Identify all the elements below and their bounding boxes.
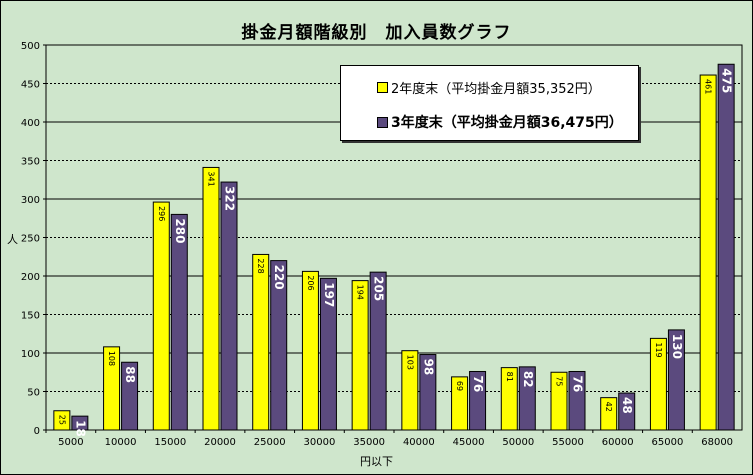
bar-series-1 bbox=[152, 201, 170, 431]
data-label-series-2: 130 bbox=[670, 334, 684, 359]
y-tick-label: 250 bbox=[21, 234, 40, 245]
x-tick-label: 65000 bbox=[652, 437, 684, 448]
data-label-series-2: 88 bbox=[123, 366, 137, 383]
data-label-series-2: 76 bbox=[571, 375, 585, 392]
x-tick-label: 60000 bbox=[602, 437, 634, 448]
x-tick-label: 20000 bbox=[204, 437, 236, 448]
legend-item-series-1: 2年度末（平均掛金月額35,352円） bbox=[377, 78, 601, 97]
x-tick-label: 25000 bbox=[254, 437, 286, 448]
data-label-series-2: 82 bbox=[521, 371, 535, 388]
legend-swatch-series-2 bbox=[377, 116, 388, 128]
data-label-series-2: 48 bbox=[620, 397, 634, 414]
data-label-series-1: 296 bbox=[157, 206, 166, 221]
bar-series-1 bbox=[252, 253, 270, 431]
x-tick-label: 50000 bbox=[502, 437, 534, 448]
legend-swatch-series-1 bbox=[377, 81, 388, 93]
data-label-series-1: 75 bbox=[555, 376, 564, 386]
bar-series-2 bbox=[170, 213, 188, 431]
x-tick-label: 68000 bbox=[701, 437, 733, 448]
bar-series-2 bbox=[220, 181, 238, 431]
bar-series-2 bbox=[319, 277, 337, 431]
data-label-series-1: 25 bbox=[57, 415, 66, 425]
data-label-series-1: 206 bbox=[306, 275, 315, 290]
bar-series-1 bbox=[103, 346, 121, 431]
data-label-series-2: 475 bbox=[720, 68, 734, 93]
y-tick-label: 450 bbox=[21, 80, 40, 91]
y-tick-label: 150 bbox=[21, 311, 40, 322]
bar-series-1 bbox=[53, 410, 71, 431]
bar-series-1 bbox=[202, 166, 220, 431]
y-axis-label: 人 bbox=[7, 233, 18, 246]
data-label-series-1: 194 bbox=[356, 285, 365, 300]
y-tick-label: 400 bbox=[21, 118, 40, 129]
bar-series-2 bbox=[369, 271, 387, 431]
y-tick-label: 100 bbox=[21, 349, 40, 360]
bar-series-2 bbox=[270, 260, 288, 431]
x-tick-label: 45000 bbox=[453, 437, 485, 448]
x-tick-label: 10000 bbox=[105, 437, 137, 448]
bar-series-1 bbox=[649, 337, 667, 431]
data-label-series-1: 119 bbox=[654, 342, 663, 357]
x-tick-label: 30000 bbox=[304, 437, 336, 448]
data-label-series-2: 98 bbox=[421, 359, 435, 376]
y-tick-label: 350 bbox=[21, 157, 40, 168]
x-axis-label: 円以下 bbox=[360, 455, 393, 468]
bar-series-2 bbox=[121, 361, 139, 431]
x-tick-label: 5000 bbox=[58, 437, 83, 448]
data-label-series-1: 81 bbox=[505, 372, 514, 382]
bar-series-1 bbox=[451, 376, 469, 431]
bar-series-1 bbox=[699, 74, 717, 431]
y-tick-label: 300 bbox=[21, 195, 40, 206]
y-tick-label: 0 bbox=[34, 426, 40, 437]
data-label-series-2: 197 bbox=[322, 282, 336, 307]
bar-series-2 bbox=[71, 415, 89, 431]
data-label-series-1: 461 bbox=[704, 79, 713, 94]
data-label-series-1: 69 bbox=[455, 381, 464, 391]
y-tick-label: 50 bbox=[27, 388, 40, 399]
data-label-series-2: 18 bbox=[73, 420, 87, 437]
data-label-series-2: 205 bbox=[372, 276, 386, 301]
data-label-series-1: 42 bbox=[604, 402, 613, 412]
x-tick-label: 55000 bbox=[552, 437, 584, 448]
bar-series-2 bbox=[667, 329, 685, 431]
data-label-series-2: 76 bbox=[471, 375, 485, 392]
bar-series-1 bbox=[600, 397, 618, 431]
bar-series-2 bbox=[518, 366, 536, 431]
legend: 2年度末（平均掛金月額35,352円） 3年度末（平均掛金月額36,475円） bbox=[340, 65, 639, 141]
data-label-series-1: 341 bbox=[207, 171, 216, 186]
bar-series-2 bbox=[717, 63, 735, 431]
data-label-series-1: 108 bbox=[107, 351, 116, 366]
legend-label-series-1: 2年度末（平均掛金月額35,352円） bbox=[391, 81, 601, 97]
legend-label-series-2: 3年度末（平均掛金月額36,475円） bbox=[391, 115, 623, 131]
chart-title: 掛金月額階級別 加入員数グラフ bbox=[241, 23, 512, 43]
bar-series-1 bbox=[401, 350, 419, 431]
y-tick-label: 500 bbox=[21, 41, 40, 52]
data-label-series-1: 228 bbox=[256, 258, 265, 273]
data-label-series-2: 280 bbox=[173, 218, 187, 243]
x-tick-label: 15000 bbox=[154, 437, 186, 448]
bar-series-1 bbox=[351, 280, 369, 431]
bar-series-2 bbox=[469, 370, 487, 431]
data-label-series-2: 220 bbox=[272, 265, 286, 290]
data-label-series-2: 322 bbox=[223, 186, 237, 211]
bar-series-2 bbox=[419, 354, 437, 431]
bar-series-2 bbox=[618, 392, 636, 431]
bar-series-1 bbox=[550, 371, 568, 431]
x-tick-label: 40000 bbox=[403, 437, 435, 448]
legend-item-series-2: 3年度末（平均掛金月額36,475円） bbox=[377, 113, 623, 131]
bar-series-2 bbox=[568, 370, 586, 431]
bar-series-1 bbox=[500, 367, 518, 431]
bar-series-1 bbox=[301, 270, 319, 431]
y-tick-label: 200 bbox=[21, 272, 40, 283]
x-tick-label: 35000 bbox=[353, 437, 385, 448]
data-label-series-1: 103 bbox=[405, 355, 414, 370]
